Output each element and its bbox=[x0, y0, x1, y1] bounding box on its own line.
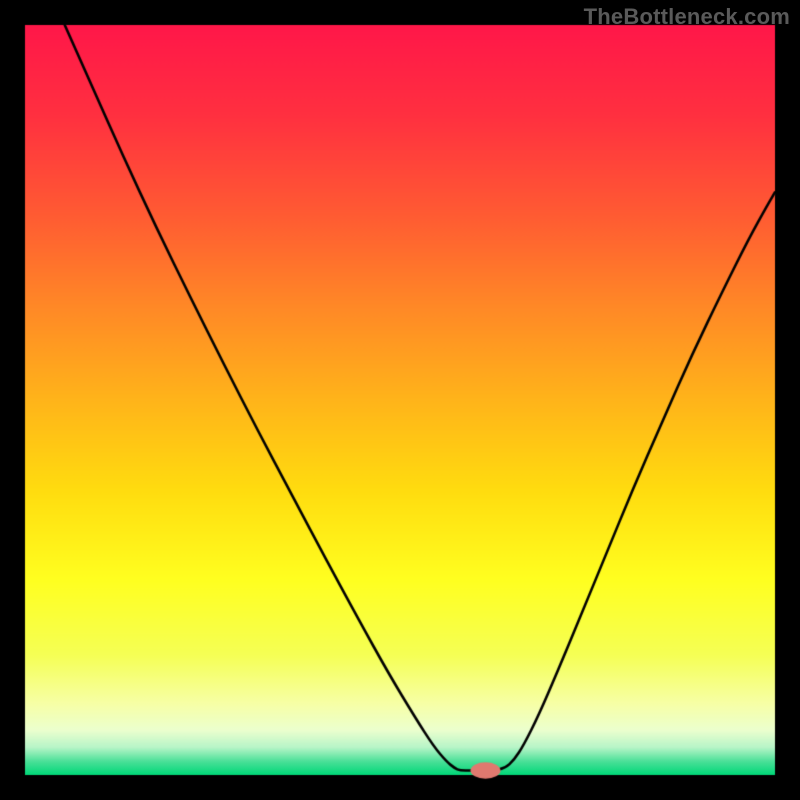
curve-overlay-canvas bbox=[0, 0, 800, 800]
bottleneck-chart: TheBottleneck.com bbox=[0, 0, 800, 800]
watermark-text: TheBottleneck.com bbox=[584, 4, 790, 30]
